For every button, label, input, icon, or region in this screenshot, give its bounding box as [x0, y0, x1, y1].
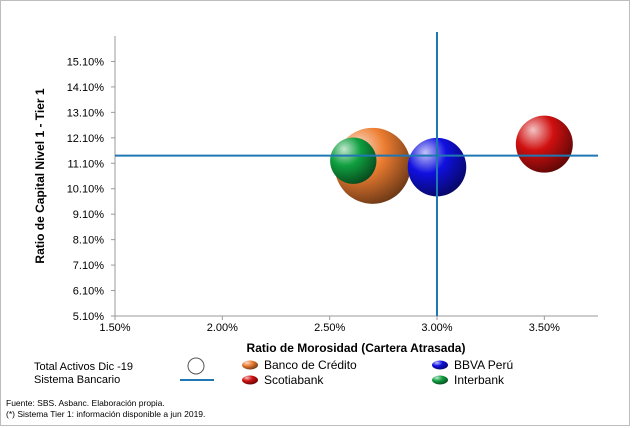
x-tick-label: 2.00% — [207, 322, 238, 334]
legend-label-bbva-peru: BBVA Perú — [454, 358, 513, 372]
x-tick-label: 2.50% — [314, 322, 345, 334]
y-tick-label: 13.10% — [67, 107, 105, 119]
legend-marker-scotiabank — [242, 375, 258, 385]
legend-total-assets-label: Total Activos Dic -19 — [34, 361, 133, 373]
legend-series: Banco de Crédito BBVA Perú Scotiabank Inter… — [242, 358, 513, 387]
x-tick-label: 3.50% — [529, 322, 560, 334]
y-tick-labels: 5.10% 6.10% 7.10% 8.10% 9.10% 10.10% 11.10% 12.… — [67, 56, 115, 323]
footer-note: (*) Sistema Tier 1: información disponib… — [6, 409, 205, 419]
legend-size-circle-icon — [187, 357, 205, 375]
x-axis-title: Ratio de Morosidad (Cartera Atrasada) — [247, 341, 466, 355]
y-tick-label: 11.10% — [68, 158, 105, 170]
legend-label-interbank: Interbank — [454, 373, 505, 387]
legend-system-label: Sistema Bancario — [34, 374, 120, 386]
y-tick-label: 15.10% — [67, 56, 105, 68]
y-tick-label: 5.10% — [73, 311, 104, 323]
reference-lines — [115, 32, 598, 316]
bubble-interbank — [330, 137, 377, 184]
legend-marker-bbva-peru — [432, 360, 448, 370]
y-tick-label: 7.10% — [73, 260, 104, 272]
y-tick-label: 9.10% — [73, 209, 104, 221]
legend-marker-interbank — [432, 375, 448, 385]
x-tick-labels: 1.50% 2.00% 2.50% 3.00% 3.50% — [99, 316, 560, 334]
y-tick-label: 6.10% — [73, 286, 104, 298]
x-tick-label: 1.50% — [99, 322, 130, 334]
y-tick-label: 8.10% — [73, 235, 104, 247]
y-axis-title: Ratio de Capital Nivel 1 - Tier 1 — [33, 88, 47, 263]
bubble-scotiabank — [515, 115, 573, 173]
y-tick-label: 10.10% — [67, 184, 105, 196]
legend-marker-banco-de-credito — [242, 360, 258, 370]
x-tick-label: 3.00% — [421, 322, 452, 334]
y-tick-label: 14.10% — [67, 82, 105, 94]
bubbles-layer — [330, 115, 573, 204]
legend-label-scotiabank: Scotiabank — [264, 373, 324, 387]
footer-source: Fuente: SBS. Asbanc. Elaboración propia. — [6, 398, 165, 408]
legend-label-banco-de-credito: Banco de Crédito — [264, 358, 357, 372]
y-tick-label: 12.10% — [67, 133, 105, 145]
